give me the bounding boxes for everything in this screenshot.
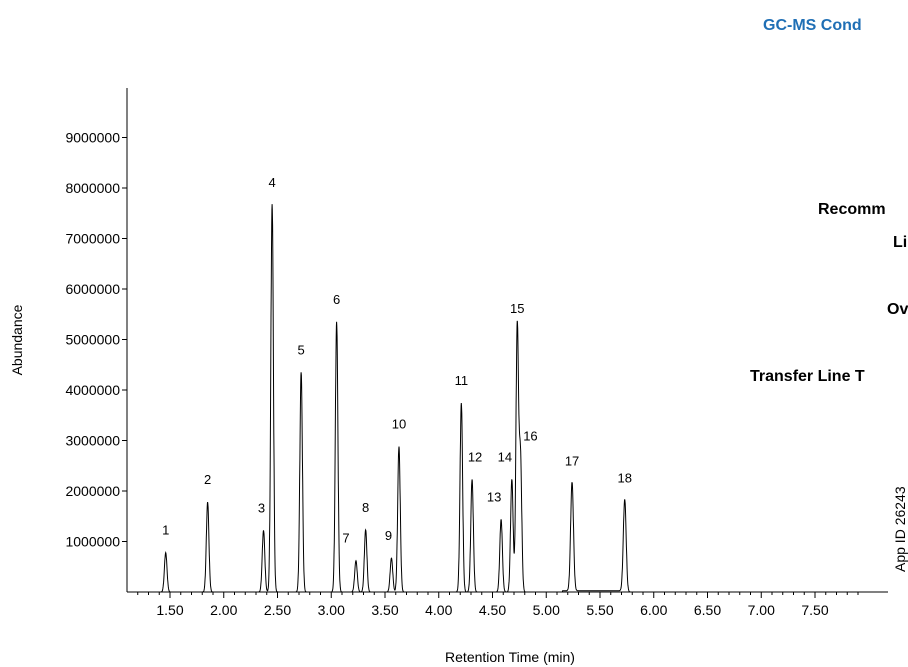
x-tick-label: 2.00 [210, 602, 237, 618]
peak-label-17: 17 [565, 453, 579, 468]
x-tick-label: 7.50 [801, 602, 828, 618]
x-axis-title: Retention Time (min) [445, 649, 575, 665]
y-tick-label: 5000000 [65, 332, 120, 348]
x-tick-label: 5.50 [586, 602, 613, 618]
peak-label-6: 6 [333, 292, 340, 307]
side-label-recommended: Recomm [818, 201, 886, 218]
x-tick-label: 2.50 [264, 602, 291, 618]
y-tick-label: 1000000 [65, 534, 120, 550]
peak-label-18: 18 [617, 471, 631, 486]
peak-label-5: 5 [298, 342, 305, 357]
peak-label-10: 10 [392, 417, 406, 432]
peak-label-4: 4 [269, 175, 276, 190]
peak-label-14: 14 [498, 449, 512, 464]
y-tick-label: 8000000 [65, 180, 120, 196]
x-tick-label: 4.50 [479, 602, 506, 618]
peak-label-13: 13 [487, 489, 501, 504]
peak-label-16: 16 [523, 429, 537, 444]
y-axis-title: Abundance [9, 304, 25, 375]
x-tick-label: 3.00 [318, 602, 345, 618]
y-tick-label: 7000000 [65, 231, 120, 247]
peak-label-11: 11 [455, 373, 469, 388]
x-tick-label: 6.00 [640, 602, 667, 618]
x-tick-label: 7.00 [748, 602, 775, 618]
peak-label-8: 8 [362, 500, 369, 515]
y-tick-label: 4000000 [65, 382, 120, 398]
peak-label-2: 2 [204, 472, 211, 487]
x-tick-label: 4.00 [425, 602, 452, 618]
y-axis-ticks: 1000000 2000000 3000000 4000000 5000000 60000… [65, 130, 127, 550]
app-id-label: App ID 26243 [892, 486, 908, 572]
y-tick-label: 6000000 [65, 281, 120, 297]
side-label-liner: Li [893, 234, 907, 251]
x-axis-ticks: 1.50 2.00 2.50 3.00 3.50 4.00 4.50 5.00 5.50 6.00… [137, 592, 859, 618]
peak-label-3: 3 [258, 500, 265, 515]
peak-label-7: 7 [342, 531, 349, 546]
x-tick-label: 6.50 [694, 602, 721, 618]
y-tick-label: 2000000 [65, 483, 120, 499]
y-tick-label: 9000000 [65, 130, 120, 146]
x-tick-label: 3.50 [371, 602, 398, 618]
peak-label-9: 9 [385, 528, 392, 543]
side-label-oven: Ov [887, 301, 908, 318]
x-tick-label: 1.50 [156, 602, 183, 618]
side-label-transfer-line: Transfer Line T [750, 368, 865, 385]
x-tick-label: 5.00 [533, 602, 560, 618]
peak-label-15: 15 [510, 301, 524, 316]
y-tick-label: 3000000 [65, 433, 120, 449]
peak-label-12: 12 [468, 449, 482, 464]
peak-label-1: 1 [162, 523, 169, 538]
chromatogram-trace [137, 204, 864, 593]
header-title: GC-MS Cond [763, 17, 862, 34]
